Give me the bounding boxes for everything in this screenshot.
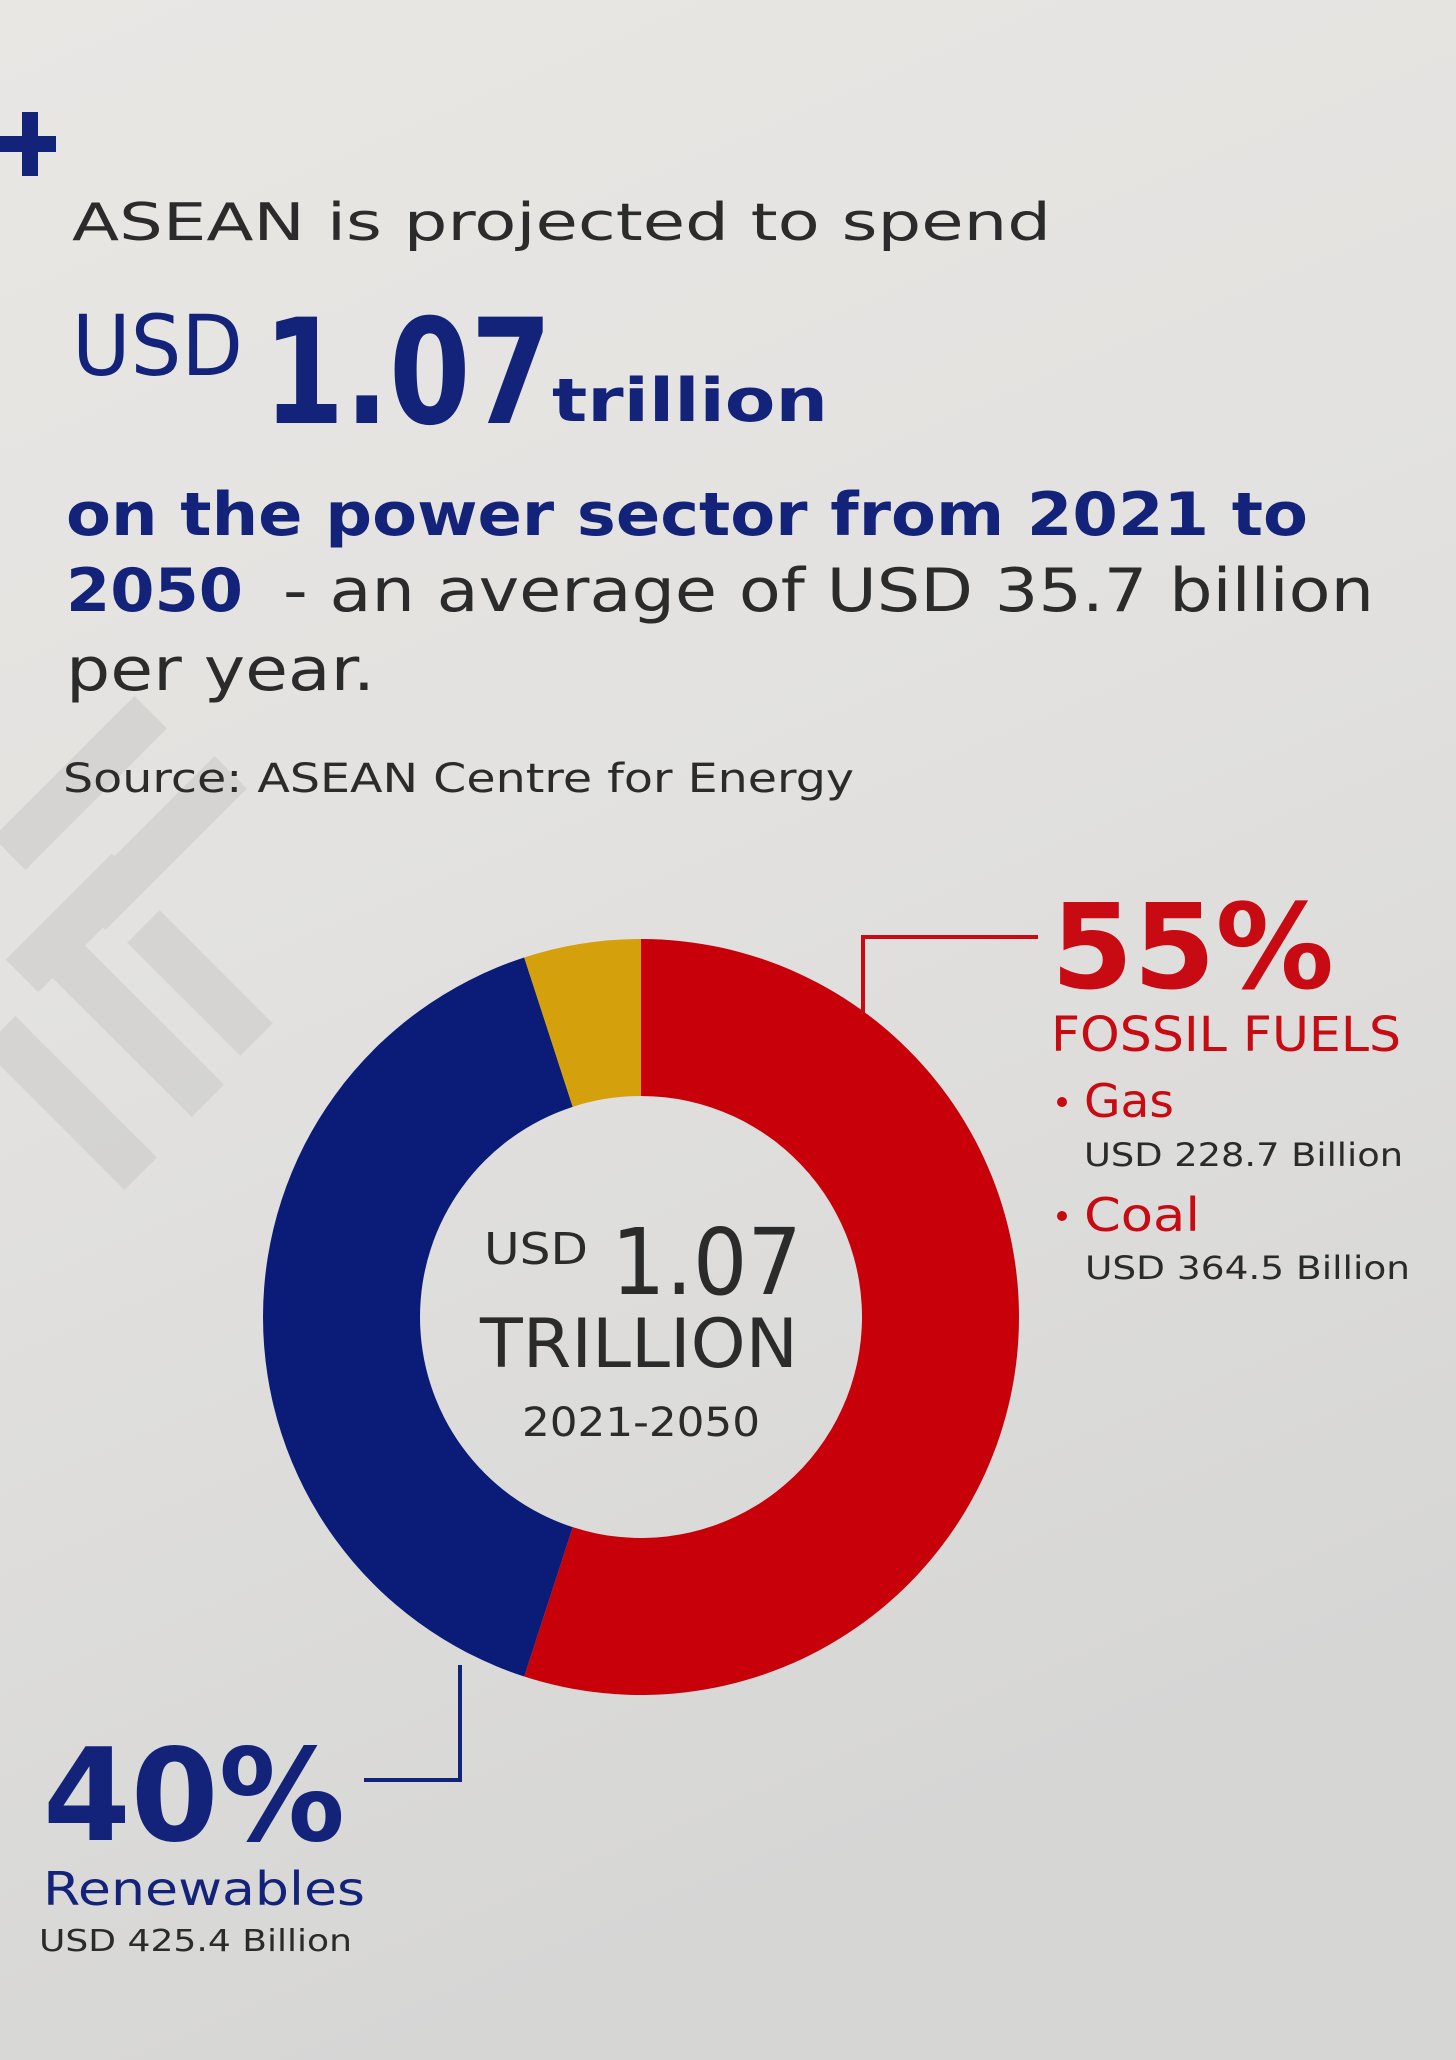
center-unit: TRILLION <box>479 1305 798 1384</box>
sub-category: Coal <box>1084 1188 1200 1242</box>
statement-line: on the power sector from 2021 to <box>66 480 1308 550</box>
statement-line: - an average of USD 35.7 billion <box>283 556 1374 626</box>
donut-slice <box>524 939 641 1107</box>
sub-amount: USD 425.4 Billion <box>39 1924 352 1959</box>
bullet <box>1057 1211 1067 1221</box>
category-label: FOSSIL FUELS <box>1051 1007 1401 1063</box>
intro: ASEAN is projected to spend <box>72 193 1051 253</box>
headline-currency: USD <box>72 297 243 395</box>
value-label: 40% <box>43 1722 345 1871</box>
headline-unit: trillion <box>552 366 828 436</box>
leader-line <box>861 935 1038 1014</box>
donut-chart <box>262 939 1019 1696</box>
headline-amount: 1.07 <box>263 288 552 458</box>
leader-line <box>364 1665 462 1782</box>
decor-pattern <box>0 696 273 1190</box>
center-currency: USD <box>484 1224 588 1275</box>
sub-category: Gas <box>1084 1074 1174 1128</box>
donut-slice <box>524 939 1019 1696</box>
statement-line: per year. <box>66 635 375 705</box>
value-label: 55% <box>1051 878 1334 1016</box>
center-amount: 1.07 <box>611 1209 802 1316</box>
statement-line: 2050 <box>66 556 243 626</box>
category-label: Renewables <box>43 1862 365 1916</box>
center-period: 2021-2050 <box>522 1400 760 1446</box>
sub-amount: USD 228.7 Billion <box>1084 1136 1403 1174</box>
source: Source: ASEAN Centre for Energy <box>63 756 854 802</box>
donut-slice <box>262 957 573 1677</box>
sub-amount: USD 364.5 Billion <box>1085 1249 1410 1287</box>
bullet <box>1057 1097 1067 1107</box>
plus-marker <box>0 112 56 176</box>
